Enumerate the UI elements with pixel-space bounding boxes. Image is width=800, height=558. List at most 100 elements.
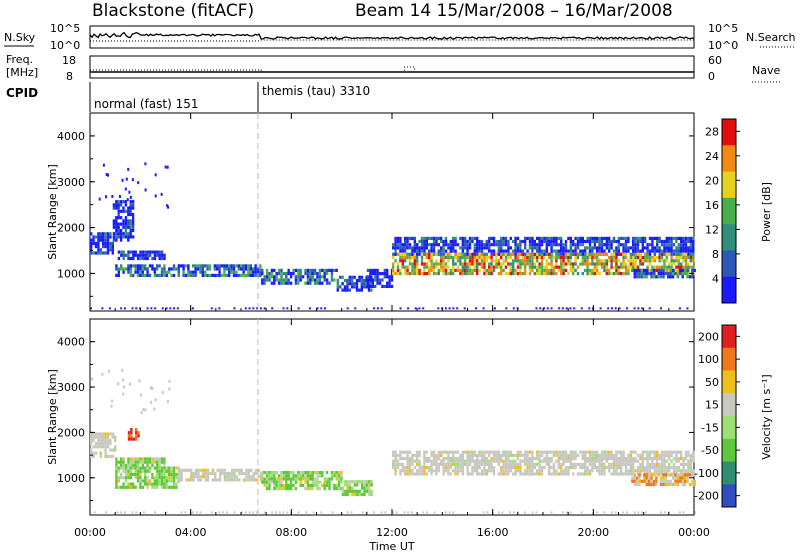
power-cell [675,268,678,272]
velocity-cell [492,466,496,470]
velocity-cell [432,459,436,463]
velocity-cell [370,492,373,497]
velocity-cell [639,453,642,457]
velocity-cell [370,483,373,487]
power-cell [468,243,472,247]
power-cell [512,259,515,263]
velocity-cell [533,457,536,461]
power-cell [514,256,517,260]
power-cell [127,264,130,268]
power-cell [418,272,421,276]
velocity-cell [504,469,508,473]
velocity-cell [680,450,683,454]
velocity-cell [122,457,125,461]
power-cell [555,265,558,269]
power-cell [265,275,269,279]
nsky-label: N.Sky [4,31,36,44]
power-cell [396,243,400,247]
velocity-cell [665,469,668,473]
velocity-cell [311,487,314,491]
power-cell [586,259,589,263]
velocity-cell [333,474,336,478]
velocity-cell [172,476,176,480]
power-cell [351,282,354,286]
velocity-cell [531,472,534,476]
power-cell [476,265,479,269]
power-cell [581,243,584,247]
power-cell [514,239,517,244]
velocity-cell [648,457,652,461]
power-cell [360,275,363,279]
power-cell [452,272,455,276]
power-cell [665,246,668,250]
power-cell [201,267,204,271]
power-cell [124,253,128,257]
velocity-cell [526,462,529,466]
power-cell [478,239,481,244]
power-cell [432,246,436,250]
velocity-cell [202,468,205,472]
velocity-cell [478,472,481,476]
velocity-cell [687,469,690,473]
power-cell [644,259,647,263]
velocity-cell [168,479,171,483]
velocity-cell [595,511,598,514]
velocity-cell [373,511,376,514]
power-cell [432,249,436,253]
power-cell [634,265,637,269]
velocity-cell [214,471,217,476]
power-cell [603,252,606,256]
velocity-cell [340,480,343,484]
velocity-cell [122,482,125,486]
velocity-cell [104,445,107,449]
power-cell [663,262,666,266]
power-cell [461,243,464,247]
velocity-cell [646,469,649,473]
velocity-cell [396,453,400,457]
power-cell [633,272,636,276]
power-cell [316,307,319,310]
power-cell [564,256,568,260]
power-cell [483,272,486,276]
power-cell [325,268,329,272]
power-cell [584,268,587,272]
velocity-cell [497,462,500,466]
power-cell [581,239,584,244]
power-cell [194,264,197,268]
power-cell [562,272,565,276]
power-cell [416,259,419,263]
velocity-cell [490,459,493,463]
power-cell [610,262,613,266]
velocity-cell [454,469,457,473]
power-cell [689,252,692,256]
power-cell [485,252,488,256]
power-cell [432,272,436,276]
power-cell [579,249,582,253]
velocity-colorbar-tick-label: -15 [701,421,719,434]
velocity-cell [256,511,259,514]
power-cell [560,252,563,256]
power-cell [369,278,372,282]
power-cell [425,252,428,256]
power-cell [615,268,618,272]
power-cell [213,273,216,277]
power-cell [669,268,672,272]
power-cell [634,243,637,247]
velocity-cell [683,473,687,477]
power-cell [555,236,558,240]
power-cell [656,239,659,244]
velocity-cell [190,475,193,479]
power-cell [689,246,692,250]
power-cell [682,256,685,260]
power-cell [658,249,661,253]
velocity-cell [285,471,288,475]
power-cell [603,249,606,253]
velocity-cell [677,466,680,470]
velocity-cell [509,450,512,454]
power-cell [550,239,553,244]
power-cell [660,249,664,253]
velocity-cell [148,466,152,470]
power-cell [392,246,395,250]
power-cell [584,252,587,256]
velocity-cell [660,472,664,476]
